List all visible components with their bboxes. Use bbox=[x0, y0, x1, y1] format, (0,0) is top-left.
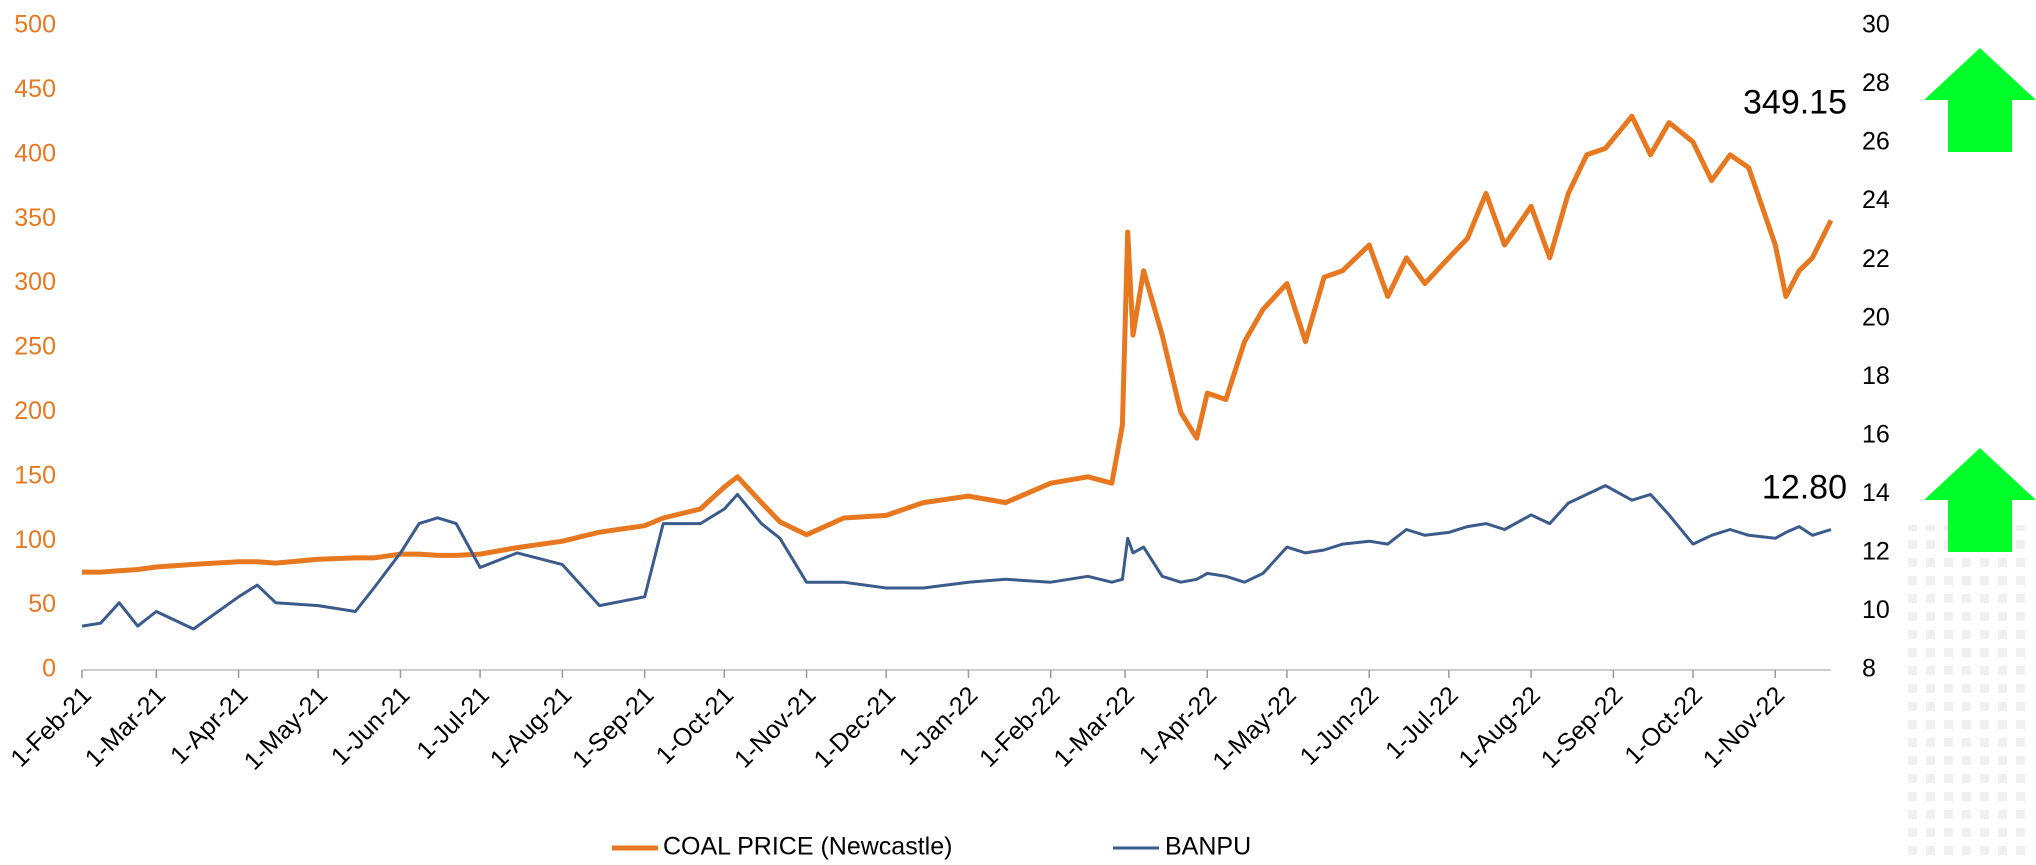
series-line bbox=[81, 484, 1832, 631]
decor-dots bbox=[1900, 525, 2030, 860]
y-tick-label: 100 bbox=[14, 526, 56, 554]
x-tick-label: 1-Feb-22 bbox=[974, 681, 1066, 773]
y2-tick-label: 18 bbox=[1862, 362, 1890, 390]
x-tick-label: 1-Jan-22 bbox=[894, 681, 984, 771]
value-label: 349.15 bbox=[1743, 83, 1847, 121]
y-tick-label: 200 bbox=[14, 397, 56, 425]
x-tick-label: 1-Jul-21 bbox=[411, 681, 495, 765]
y-tick-label: 300 bbox=[14, 268, 56, 296]
x-tick-label: 1-May-21 bbox=[239, 681, 333, 775]
x-tick-label: 1-Mar-22 bbox=[1048, 681, 1140, 773]
y-tick-label: 50 bbox=[28, 590, 56, 618]
y2-tick-label: 24 bbox=[1862, 186, 1890, 214]
y2-tick-label: 20 bbox=[1862, 303, 1890, 331]
up-arrow bbox=[1924, 48, 2036, 152]
y2-tick-label: 26 bbox=[1862, 128, 1890, 156]
x-tick-label: 1-Sep-22 bbox=[1536, 681, 1629, 774]
dot-pattern bbox=[1900, 525, 2030, 860]
x-tick-label: 1-Sep-21 bbox=[567, 681, 660, 774]
y2-tick-label: 10 bbox=[1862, 596, 1890, 624]
x-tick-label: 1-Aug-22 bbox=[1453, 681, 1546, 774]
y-tick-label: 400 bbox=[14, 139, 56, 167]
x-tick-label: 1-Jul-22 bbox=[1380, 681, 1464, 765]
legend-label: BANPU bbox=[1165, 833, 1251, 861]
value-label: 12.80 bbox=[1762, 468, 1847, 506]
y2-tick-label: 16 bbox=[1862, 420, 1890, 448]
y2-tick-label: 12 bbox=[1862, 538, 1890, 566]
up-arrow bbox=[1924, 448, 2036, 552]
y-tick-label: 150 bbox=[14, 461, 56, 489]
x-tick-label: 1-Oct-21 bbox=[651, 681, 740, 770]
x-tick-label: 1-Oct-22 bbox=[1619, 681, 1708, 770]
x-tick-label: 1-Nov-22 bbox=[1698, 681, 1791, 774]
y-tick-label: 250 bbox=[14, 333, 56, 361]
y-tick-label: 350 bbox=[14, 204, 56, 232]
y2-tick-label: 28 bbox=[1862, 69, 1890, 97]
x-tick-label: 1-Dec-21 bbox=[809, 681, 902, 774]
y-tick-label: 0 bbox=[42, 655, 56, 683]
x-tick-label: 1-Feb-21 bbox=[5, 681, 97, 773]
y-tick-label: 500 bbox=[14, 11, 56, 39]
x-tick-label: 1-Mar-21 bbox=[80, 681, 172, 773]
y2-tick-label: 8 bbox=[1862, 655, 1876, 683]
x-tick-label: 1-May-22 bbox=[1207, 681, 1301, 775]
series-line bbox=[82, 113, 1834, 575]
y2-tick-label: 14 bbox=[1862, 479, 1890, 507]
legend-label: COAL PRICE (Newcastle) bbox=[663, 833, 952, 861]
y2-tick-label: 22 bbox=[1862, 245, 1890, 273]
y-tick-label: 450 bbox=[14, 75, 56, 103]
y2-tick-label: 30 bbox=[1862, 11, 1890, 39]
x-tick-label: 1-Jun-21 bbox=[326, 681, 416, 771]
x-tick-label: 1-Aug-21 bbox=[485, 681, 578, 774]
x-tick-label: 1-Nov-21 bbox=[729, 681, 822, 774]
x-tick-label: 1-Jun-22 bbox=[1295, 681, 1385, 771]
